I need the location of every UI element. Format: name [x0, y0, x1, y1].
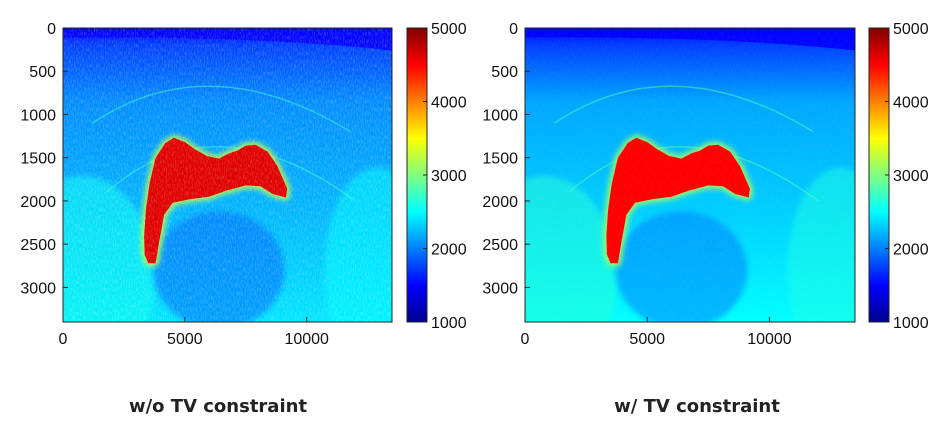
x-tick-label: 5000: [629, 331, 665, 348]
panel-caption: w/ TV constraint: [614, 396, 780, 417]
velocity-image: [63, 28, 392, 322]
axes-frame: [524, 27, 856, 323]
y-tick-label: 500: [29, 64, 56, 81]
y-tick-label: 2000: [20, 194, 56, 211]
axes-frame: [62, 27, 393, 323]
x-tick-label: 10000: [747, 331, 792, 348]
y-tick-label: 3000: [482, 280, 518, 297]
colorbar-tick-label: 2000: [893, 242, 929, 259]
colorbar: 1000 2000 3000 4000 5000: [868, 21, 929, 332]
inversion-noise: [525, 28, 855, 322]
y-tick-label: 1500: [482, 151, 518, 168]
y-tick-label: 3000: [20, 280, 56, 297]
x-tick-label: 0: [521, 331, 530, 348]
colorbar-tick-label: 4000: [431, 95, 467, 112]
velocity-panel-1: 0 500 1000 1500 2000 2500 3000 0 5000 10000 1000 20…: [20, 21, 467, 417]
colorbar-tick-label: 5000: [893, 21, 929, 38]
y-tick-label: 0: [509, 21, 518, 38]
colorbar-tick-label: 5000: [431, 21, 467, 38]
colorbar-tick-label: 1000: [893, 315, 929, 332]
colorbar-tick-label: 4000: [893, 95, 929, 112]
y-tick-label: 500: [491, 64, 518, 81]
colorbar-tick-label: 3000: [893, 168, 929, 185]
velocity-panel-2: 0 500 1000 1500 2000 2500 3000 0 5000 10000 1000 20…: [482, 21, 929, 417]
colorbar-tick-label: 3000: [431, 168, 467, 185]
x-tick-label: 5000: [167, 331, 203, 348]
y-tick-label: 1500: [20, 151, 56, 168]
velocity-image: [525, 28, 855, 322]
y-tick-label: 2500: [482, 237, 518, 254]
x-tick-label: 10000: [284, 331, 329, 348]
y-tick-label: 2000: [482, 194, 518, 211]
salt-noise: [144, 137, 288, 264]
colorbar: 1000 2000 3000 4000 5000: [406, 21, 467, 332]
colorbar-tick-label: 2000: [431, 242, 467, 259]
y-tick-label: 0: [47, 21, 56, 38]
y-tick-label: 1000: [20, 107, 56, 124]
panel-caption: w/o TV constraint: [129, 396, 307, 417]
y-tick-label: 1000: [482, 107, 518, 124]
colorbar-tick-label: 1000: [431, 315, 467, 332]
x-tick-label: 0: [59, 331, 68, 348]
y-tick-label: 2500: [20, 237, 56, 254]
